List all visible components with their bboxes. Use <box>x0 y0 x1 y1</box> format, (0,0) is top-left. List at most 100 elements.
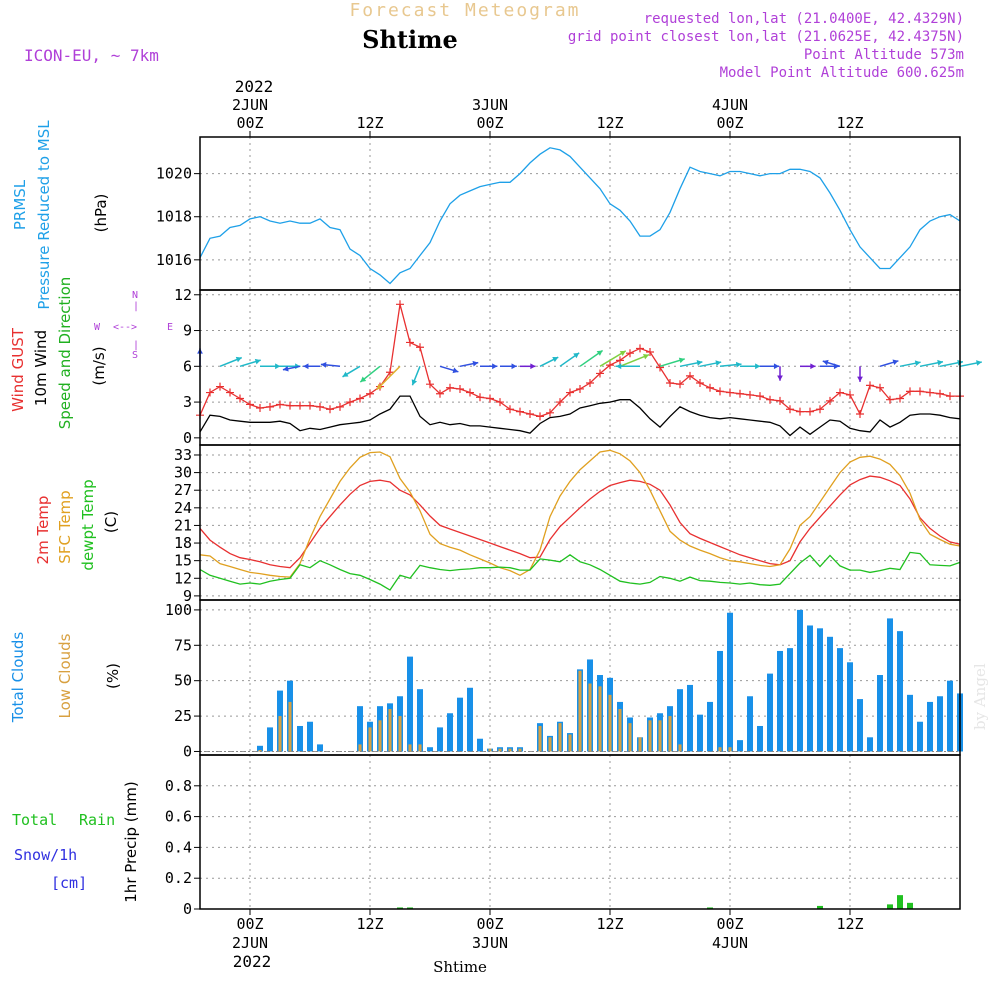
gust-marker <box>896 394 904 403</box>
wind-y-tick-label: 0 <box>183 429 192 447</box>
rain-bar <box>907 902 913 909</box>
total-cloud-bar <box>887 618 893 752</box>
total-cloud-bar <box>927 701 933 752</box>
top-time-label: 00Z <box>476 114 503 132</box>
wind-y-tick-label: 6 <box>183 357 192 375</box>
wind-arrow-head <box>530 363 536 370</box>
pressure-labels: PRMSL Pressure Reduced to MSL (hPa) <box>11 120 110 310</box>
low-cloud-bar <box>618 708 622 752</box>
total-cloud-bar <box>717 650 723 752</box>
low-cloud-bar <box>288 701 292 752</box>
gust-marker <box>296 401 304 410</box>
total-cloud-bar <box>777 650 783 752</box>
gust-marker <box>216 382 224 391</box>
total-cloud-bar <box>307 721 313 752</box>
rain-bar <box>707 907 713 909</box>
low-cloud-bar <box>648 720 652 752</box>
point-altitude: Point Altitude 573m <box>804 47 964 63</box>
total-cloud-bar <box>847 662 853 752</box>
low-cloud-bar <box>588 683 592 752</box>
temperature-labels: 2m Temp SFC Temp dewpt Temp (C) <box>34 479 120 570</box>
location-title: Shtime <box>362 25 458 54</box>
gust-marker <box>626 349 634 358</box>
low-cloud-bar <box>508 748 512 752</box>
top-date-label: 3JUN <box>472 96 508 114</box>
low-cloud-bar <box>258 750 262 752</box>
gust-marker <box>496 398 504 407</box>
temperature-y-tick-label: 24 <box>174 499 192 517</box>
total-cloud-bar <box>837 648 843 752</box>
wind-arrow-head <box>914 360 921 367</box>
gust-marker <box>586 379 594 387</box>
temp-label-sfc: SFC Temp <box>56 490 74 563</box>
gust-marker <box>206 388 214 397</box>
low-cloud-bar <box>668 716 672 752</box>
low-cloud-bar <box>278 716 282 752</box>
wind-arrow-head <box>282 365 289 372</box>
gust-marker <box>246 400 254 409</box>
gust-marker <box>816 405 824 414</box>
precip-legend-rain: Rain <box>79 811 115 829</box>
gust-marker <box>276 400 284 409</box>
rain-bar <box>887 904 893 909</box>
low-cloud-bar <box>718 747 722 752</box>
gust-marker <box>336 402 344 411</box>
precip-legend-unit: [cm] <box>51 874 87 892</box>
gust-marker <box>946 392 954 401</box>
gust-marker <box>656 363 664 372</box>
wind-arrow-head <box>303 363 309 370</box>
wind-arrow-head <box>777 375 783 381</box>
low-cloud-bar <box>568 734 572 752</box>
gust-marker <box>886 395 894 404</box>
total-cloud-bar <box>417 689 423 752</box>
bottom-date-label: 3JUN <box>472 934 508 952</box>
svg-text:<-->: <--> <box>113 322 137 333</box>
low-cloud-bar <box>368 727 372 752</box>
footer-location: Shtime <box>433 958 487 976</box>
precip-legend-total: Total <box>12 811 57 829</box>
rain-bar <box>897 895 903 909</box>
gust-marker <box>416 343 424 352</box>
low-cloud-bar <box>728 747 732 752</box>
low-cloud-bar <box>388 708 392 752</box>
gust-marker <box>366 389 374 398</box>
wind-y-tick-label: 9 <box>183 322 192 340</box>
gust-marker <box>606 361 614 370</box>
top-time-label: 00Z <box>236 114 263 132</box>
top-time-label: 12Z <box>596 114 623 132</box>
low-cloud-bar <box>628 723 632 752</box>
total-cloud-bar <box>317 744 323 752</box>
temperature-y-tick-label: 30 <box>174 464 192 482</box>
gust-marker <box>776 396 784 405</box>
low-cloud-bar <box>658 720 662 752</box>
precip-legend-snow: Snow/1h <box>14 846 77 864</box>
gust-marker <box>716 387 724 396</box>
clouds-y-tick-label: 0 <box>183 742 192 760</box>
clouds-label-low: Low Clouds <box>56 633 74 718</box>
total-cloud-bar <box>857 699 863 752</box>
wind-arrow-head <box>411 379 418 386</box>
gust-marker <box>346 398 354 407</box>
temperature-series-line <box>199 449 961 578</box>
wind-arrow-head <box>715 360 722 366</box>
low-cloud-bar <box>578 670 582 752</box>
wind-arrow-head <box>643 354 649 360</box>
low-cloud-bar <box>638 737 642 752</box>
total-cloud-bar <box>947 680 953 752</box>
gust-marker <box>856 410 864 418</box>
gust-marker <box>686 371 694 380</box>
gust-marker <box>556 398 564 407</box>
gust-marker <box>736 389 744 398</box>
bottom-time-label: 00Z <box>236 915 263 933</box>
gust-marker <box>636 344 644 353</box>
gust-marker <box>526 410 534 418</box>
low-cloud-bar <box>518 748 522 752</box>
temperature-y-tick-label: 27 <box>174 481 192 499</box>
clouds-y-tick-label: 100 <box>165 601 192 619</box>
wind-arrow-head <box>320 362 327 368</box>
total-cloud-bar <box>267 727 273 752</box>
precip-label-axis: 1hr Precip (mm) <box>122 781 140 902</box>
bottom-time-label: 00Z <box>716 915 743 933</box>
gust-marker <box>406 338 414 347</box>
